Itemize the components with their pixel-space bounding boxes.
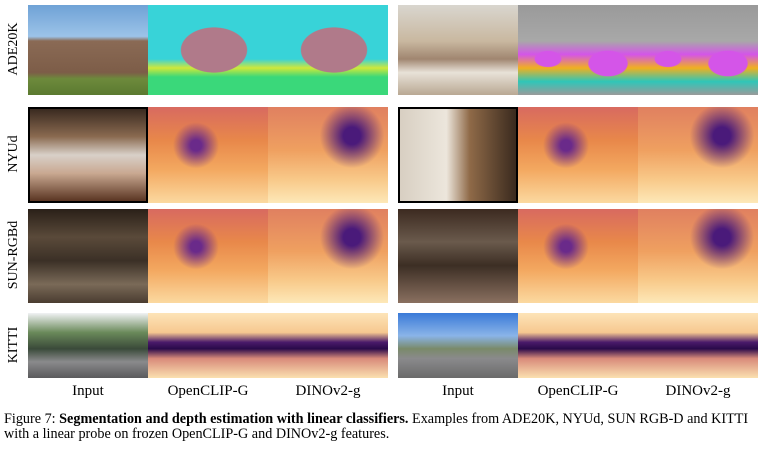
- depth-map: [638, 313, 758, 378]
- input-image: [398, 107, 518, 203]
- input-image: [28, 313, 148, 378]
- segmentation-map: [518, 5, 638, 95]
- depth-map: [148, 209, 268, 303]
- input-image: [398, 5, 518, 95]
- depth-map: [268, 313, 388, 378]
- caption-title: Segmentation and depth estimation with l…: [59, 411, 409, 427]
- column-label: OpenCLIP-G: [537, 383, 619, 399]
- depth-map: [638, 107, 758, 203]
- row-label: SUN-RGBd: [6, 220, 21, 290]
- column-label: Input: [442, 383, 474, 399]
- caption-text: Examples from ADE20K, NYUd, SUN RGB-D an…: [4, 411, 749, 442]
- input-image: [28, 209, 148, 303]
- segmentation-map: [148, 5, 268, 95]
- input-image: [28, 5, 148, 95]
- input-image: [398, 209, 518, 303]
- caption: Figure 7: Segmentation and depth estimat…: [4, 412, 760, 441]
- segmentation-map: [638, 5, 758, 95]
- row-label: KITTI: [6, 326, 21, 363]
- depth-map: [148, 107, 268, 203]
- column-label: Input: [72, 383, 104, 399]
- depth-map: [518, 107, 638, 203]
- depth-map: [518, 313, 638, 378]
- input-image: [28, 107, 148, 203]
- column-label: DINOv2-g: [295, 383, 361, 399]
- depth-map: [268, 107, 388, 203]
- caption-label: Figure 7:: [4, 411, 56, 427]
- depth-map: [148, 313, 268, 378]
- column-label: DINOv2-g: [665, 383, 731, 399]
- input-image: [398, 313, 518, 378]
- depth-map: [268, 209, 388, 303]
- row-label: NYUd: [6, 135, 21, 173]
- segmentation-map: [268, 5, 388, 95]
- row-label: ADE20K: [6, 22, 21, 76]
- depth-map: [518, 209, 638, 303]
- depth-map: [638, 209, 758, 303]
- column-label: OpenCLIP-G: [167, 383, 249, 399]
